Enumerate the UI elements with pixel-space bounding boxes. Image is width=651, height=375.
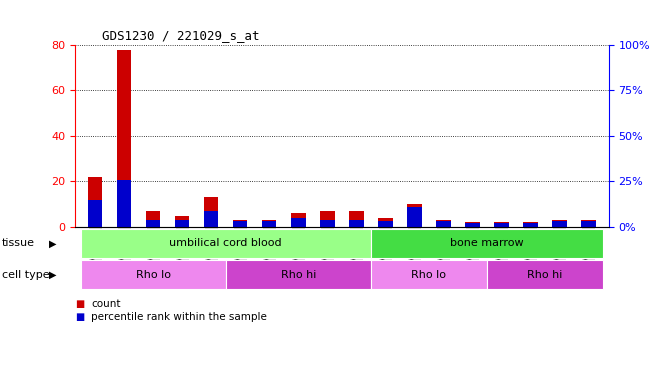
- Bar: [349, 220, 363, 227]
- Bar: [291, 218, 305, 227]
- Text: Rho hi: Rho hi: [527, 270, 562, 279]
- Bar: [117, 50, 132, 227]
- Text: count: count: [91, 299, 120, 309]
- Bar: [371, 229, 603, 258]
- Text: Rho lo: Rho lo: [135, 270, 171, 279]
- Bar: [320, 211, 335, 227]
- Text: Rho lo: Rho lo: [411, 270, 447, 279]
- Bar: [465, 222, 480, 227]
- Bar: [291, 213, 305, 227]
- Bar: [175, 220, 189, 227]
- Bar: [88, 177, 102, 227]
- Text: ■: ■: [75, 299, 84, 309]
- Bar: [349, 211, 363, 227]
- Bar: [88, 200, 102, 227]
- Bar: [204, 210, 219, 227]
- Bar: [552, 221, 566, 227]
- Bar: [523, 222, 538, 227]
- Text: ▶: ▶: [49, 238, 57, 248]
- Bar: [262, 220, 277, 227]
- Text: Rho hi: Rho hi: [281, 270, 316, 279]
- Bar: [407, 204, 422, 227]
- Bar: [378, 221, 393, 227]
- Bar: [204, 197, 219, 227]
- Text: ■: ■: [75, 312, 84, 322]
- Bar: [320, 220, 335, 227]
- Bar: [175, 216, 189, 227]
- Text: ▶: ▶: [49, 270, 57, 279]
- Bar: [117, 180, 132, 227]
- Bar: [233, 220, 247, 227]
- Bar: [436, 221, 450, 227]
- Text: GDS1230 / 221029_s_at: GDS1230 / 221029_s_at: [102, 30, 259, 42]
- Bar: [226, 260, 371, 289]
- Bar: [552, 220, 566, 227]
- Text: bone marrow: bone marrow: [450, 238, 523, 248]
- Bar: [581, 220, 596, 227]
- Bar: [233, 221, 247, 227]
- Text: percentile rank within the sample: percentile rank within the sample: [91, 312, 267, 322]
- Bar: [581, 221, 596, 227]
- Text: cell type: cell type: [2, 270, 49, 279]
- Text: umbilical cord blood: umbilical cord blood: [169, 238, 282, 248]
- Bar: [81, 229, 371, 258]
- Bar: [436, 220, 450, 227]
- Bar: [487, 260, 603, 289]
- Bar: [465, 223, 480, 227]
- Bar: [378, 218, 393, 227]
- Bar: [146, 211, 160, 227]
- Bar: [371, 260, 487, 289]
- Bar: [146, 220, 160, 227]
- Bar: [494, 223, 508, 227]
- Bar: [523, 223, 538, 227]
- Bar: [262, 221, 277, 227]
- Bar: [494, 222, 508, 227]
- Bar: [407, 207, 422, 227]
- Text: tissue: tissue: [2, 238, 35, 248]
- Bar: [81, 260, 226, 289]
